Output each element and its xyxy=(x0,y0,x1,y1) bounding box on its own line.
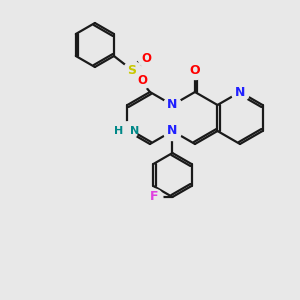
Text: H: H xyxy=(114,126,123,136)
Text: O: O xyxy=(141,52,151,64)
Text: N: N xyxy=(235,85,245,98)
Text: F: F xyxy=(150,190,159,203)
Text: N: N xyxy=(167,124,178,137)
Text: N: N xyxy=(167,98,178,112)
Text: O: O xyxy=(190,64,200,76)
Text: N: N xyxy=(130,126,140,136)
Text: O: O xyxy=(137,74,147,86)
Text: S: S xyxy=(128,64,136,76)
